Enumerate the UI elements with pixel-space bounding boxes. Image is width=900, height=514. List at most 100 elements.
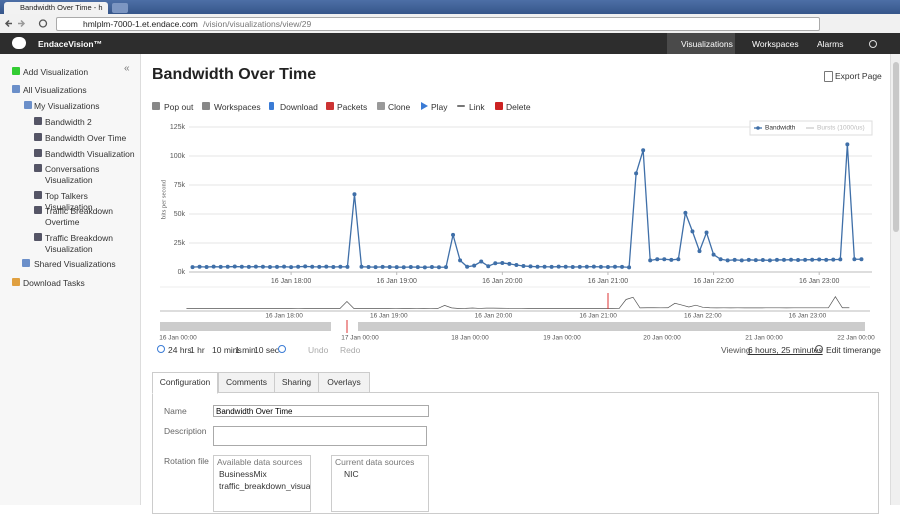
toolbar-button[interactable]: Play (431, 102, 448, 112)
settings-icon[interactable] (869, 40, 877, 48)
data-point (753, 258, 758, 263)
list-item[interactable]: BusinessMix (219, 469, 267, 479)
redo[interactable]: Redo (340, 345, 361, 355)
toolbar-icon (152, 102, 160, 110)
timeline-label: 19 Jan 00:00 (543, 335, 581, 342)
app-bar: EndaceVision™ (0, 33, 900, 54)
tab-title: Bandwidth Over Time - h (20, 3, 103, 12)
url-host: hmlplm-7000-1.et.endace.com (83, 19, 198, 29)
nav-buttons[interactable] (4, 17, 52, 30)
scrollbar[interactable] (890, 54, 900, 505)
data-point (408, 265, 413, 270)
list-title: Available data sources (217, 457, 303, 467)
nav-item[interactable]: Alarms (817, 39, 844, 49)
edit-timerange[interactable]: Edit timerange (826, 345, 881, 355)
sidebar-link[interactable]: Bandwidth 2 (45, 117, 92, 127)
current-list[interactable]: Current data sources NIC (331, 455, 429, 512)
sidebar-link[interactable]: Traffic Breakdown Overtime (45, 206, 114, 227)
data-point (697, 249, 702, 254)
browser-tab[interactable]: Bandwidth Over Time - h (4, 2, 108, 14)
folder-icon (12, 85, 20, 93)
sidebar-link[interactable]: Add Visualization (23, 67, 89, 77)
data-point (570, 265, 575, 270)
data-point (211, 264, 216, 269)
sidebar-link[interactable]: Shared Visualizations (34, 259, 116, 269)
overview-tick-label: 16 Jan 18:00 (265, 313, 303, 320)
data-point (514, 263, 519, 268)
list-item[interactable]: NIC (344, 469, 359, 479)
sidebar-link[interactable]: All Visualizations (23, 85, 87, 95)
scroll-thumb[interactable] (893, 62, 899, 232)
viewing-range[interactable]: 6 hours, 25 minutes (748, 345, 823, 355)
data-point (204, 265, 209, 270)
tab[interactable]: Sharing (274, 372, 319, 393)
data-point (289, 265, 294, 270)
zoom-out-icon[interactable] (157, 345, 165, 353)
timeline-label: 17 Jan 00:00 (341, 335, 379, 342)
export-link[interactable]: Export Page (835, 71, 882, 81)
name-input[interactable] (213, 405, 429, 417)
toolbar-button[interactable]: Workspaces (214, 102, 261, 112)
data-point (584, 264, 589, 269)
data-point (838, 257, 843, 262)
zoom-preset[interactable]: 1 min (235, 345, 256, 355)
data-point (429, 265, 434, 270)
data-point (267, 265, 272, 270)
collapse-sidebar[interactable]: « (124, 63, 130, 74)
data-point (282, 264, 287, 269)
description-input[interactable] (213, 426, 427, 446)
list-title: Current data sources (335, 457, 415, 467)
toolbar-button[interactable]: Pop out (164, 102, 194, 112)
data-point (605, 265, 610, 270)
toolbar-button[interactable]: Link (469, 102, 485, 112)
tab[interactable]: Comments (218, 372, 275, 393)
x-tick-label: 16 Jan 21:00 (588, 278, 629, 285)
toolbar-button[interactable]: Packets (337, 102, 368, 112)
legend-swatch (756, 126, 760, 130)
data-point (479, 259, 484, 264)
list-item[interactable]: traffic_breakdown_visuali (219, 481, 311, 491)
y-tick-label: 25k (174, 240, 186, 247)
brand[interactable]: EndaceVision™ (38, 39, 103, 49)
sidebar-link[interactable]: Download Tasks (23, 278, 85, 288)
sidebar-link[interactable]: Traffic Breakdown Visualization (45, 233, 114, 254)
zoom-preset[interactable]: 24 hrs (168, 345, 192, 355)
timeline-bar (358, 322, 865, 331)
zoom-in-icon[interactable] (278, 345, 286, 353)
nav-item[interactable]: Workspaces (752, 39, 799, 49)
data-point (591, 264, 596, 269)
data-point (549, 264, 554, 269)
sidebar-link[interactable]: Bandwidth Over Time (45, 133, 127, 143)
x-tick-label: 16 Jan 18:00 (271, 278, 312, 285)
download-icon (12, 278, 20, 286)
data-point (852, 257, 857, 262)
nav-item[interactable]: Visualizations (681, 39, 733, 49)
available-list[interactable]: Available data sources BusinessMix traff… (213, 455, 311, 512)
url-field[interactable]: hmlplm-7000-1.et.endace.com /vision/visu… (56, 17, 820, 31)
sidebar-link[interactable]: Conversations Visualization (45, 164, 100, 185)
zoom-preset[interactable]: 10 sec (254, 345, 280, 355)
data-point (331, 265, 336, 270)
data-point (472, 263, 477, 268)
data-point (225, 264, 230, 269)
toolbar-icon (202, 102, 210, 110)
new-tab[interactable] (112, 3, 128, 13)
data-point (669, 257, 674, 262)
viz-icon (34, 233, 42, 241)
toolbar-button[interactable]: Download (280, 102, 318, 112)
data-point (824, 257, 829, 262)
undo[interactable]: Undo (308, 345, 329, 355)
sidebar-link[interactable]: Top Talkers Visualization (45, 191, 93, 212)
toolbar-button[interactable]: Delete (506, 102, 531, 112)
toolbar-button[interactable]: Clone (388, 102, 411, 112)
tab[interactable]: Configuration (152, 372, 218, 394)
data-point (352, 192, 357, 197)
series-line (192, 144, 862, 269)
zoom-preset[interactable]: 10 mins (212, 345, 242, 355)
sidebar-link[interactable]: My Visualizations (34, 101, 100, 111)
timeline-label: 16 Jan 00:00 (159, 335, 197, 342)
data-point (401, 265, 406, 270)
zoom-preset[interactable]: 1 hr (190, 345, 205, 355)
sidebar-link[interactable]: Bandwidth Visualization (45, 149, 135, 159)
tab[interactable]: Overlays (318, 372, 370, 393)
